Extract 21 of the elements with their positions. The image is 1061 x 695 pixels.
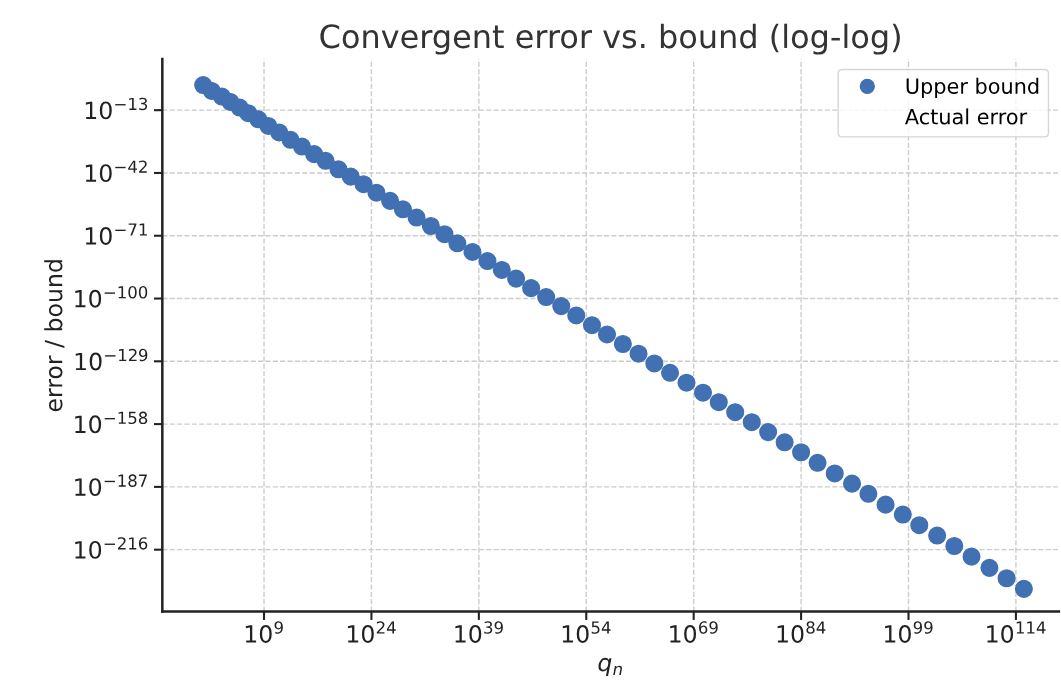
x-tick-label: 10$^{114}$ (987, 621, 1046, 643)
y-tick-label: 10$^{−71}$ (85, 223, 147, 245)
text: Actual error (904, 108, 1028, 125)
x-tick-label: 10$^{99}$ (885, 621, 933, 643)
x-tick-label: 10$^{39}$ (455, 621, 503, 643)
y-tick-label: 10$^{−129}$ (75, 348, 148, 371)
y-tick-label: 10$^{−13}$ (85, 97, 148, 120)
y-tick-label: 10$^{−42}$ (85, 160, 147, 183)
x-tick-label: 10$^{84}$ (777, 621, 826, 643)
y-tick-label: 10$^{−187}$ (75, 474, 147, 497)
legend-label: Upper bound (906, 77, 1039, 98)
y-tick-label: 10$^{−100}$ (75, 286, 148, 308)
x-tick-label: 10$^{69}$ (670, 621, 718, 643)
y-axis-title: error / bound (44, 260, 65, 412)
x-tick-label: 10$^{24}$ (347, 621, 396, 643)
y-tick-label: 10$^{−158}$ (75, 411, 148, 434)
x-tick-label: 10$^{9}$ (245, 621, 283, 643)
y-tick-label: 10$^{−216}$ (75, 537, 148, 559)
x-axis-title: q$_{n}$ (598, 657, 622, 676)
chart-title: Convergent error vs. bound (log-log) (320, 23, 900, 55)
x-tick-label: 10$^{54}$ (562, 621, 611, 643)
